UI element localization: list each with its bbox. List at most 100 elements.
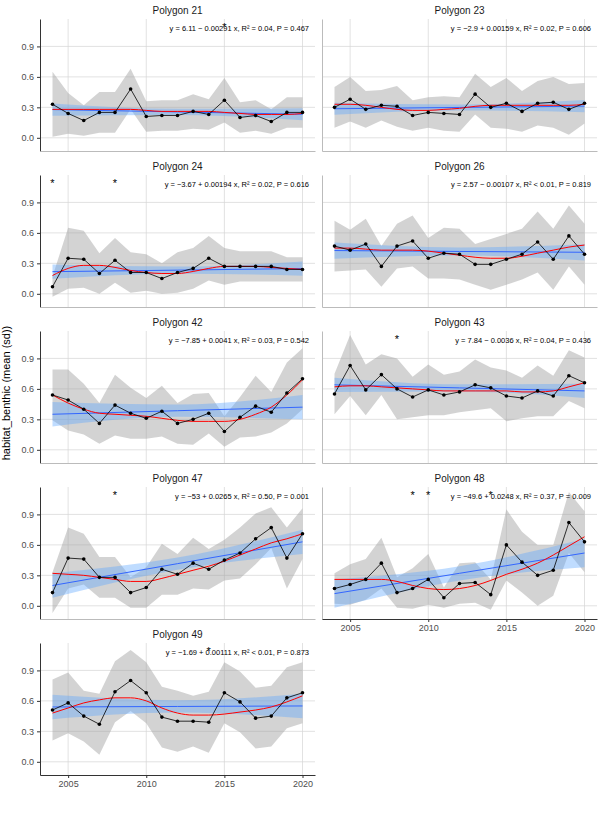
annotation: * (410, 489, 415, 501)
sd-ribbon (335, 492, 585, 610)
point (66, 556, 70, 560)
point (144, 586, 148, 590)
axis-line (323, 619, 598, 620)
tick-mark (319, 450, 322, 451)
x-axis: 2005201020152020 (41, 775, 316, 789)
fit-line (53, 110, 303, 115)
point (113, 403, 117, 407)
plot-background (322, 175, 597, 307)
y-axis-title: habitat_benthic (mean (sd)) (0, 326, 12, 461)
x-axis (41, 307, 316, 310)
tick (319, 138, 322, 139)
point (473, 383, 477, 387)
equation: y = −49.6 + 0.0248 x, R² = 0.37, P = 0.0… (451, 492, 591, 501)
mean-line (53, 89, 303, 121)
marks (51, 69, 305, 137)
tick: 0.9 (21, 198, 40, 208)
tick-mark (585, 619, 586, 622)
panel: Polygon 482005201020152020y = −49.6 + 0.… (319, 473, 598, 633)
grid-line (40, 358, 315, 359)
point (426, 578, 430, 582)
point (395, 387, 399, 391)
point (113, 690, 117, 694)
point (51, 102, 55, 106)
point (207, 567, 211, 571)
x-axis (323, 151, 598, 154)
tick-mark (224, 775, 225, 778)
sd-ribbon (335, 205, 585, 289)
tick-mark (319, 575, 322, 576)
point (144, 417, 148, 421)
plot-background (40, 175, 315, 307)
tick: 2020 (293, 775, 313, 789)
plot-background (322, 19, 597, 151)
tick-mark (37, 762, 40, 763)
equation: y = 2.57 − 0.00107 x, R² < 0.01, P = 0.8… (451, 180, 591, 189)
tick-mark (303, 151, 304, 154)
tick (319, 77, 322, 78)
tick: 2005 (341, 619, 361, 633)
tick-mark (428, 151, 429, 154)
grid-line (428, 19, 429, 151)
point (364, 578, 368, 582)
point (301, 111, 305, 115)
tick (224, 151, 225, 154)
tick-mark (37, 263, 40, 264)
annotation: * (113, 177, 118, 189)
tick: 0.9 (21, 510, 40, 520)
point (442, 393, 446, 397)
point (348, 248, 352, 252)
tick-label: 2005 (341, 623, 361, 633)
point (333, 392, 337, 396)
point (380, 561, 384, 565)
point (113, 258, 117, 262)
tick: 0.9 (21, 42, 40, 52)
grid (322, 175, 597, 307)
tick-label: 0.3 (21, 727, 34, 737)
tick-label: 0.3 (21, 259, 34, 269)
point (348, 364, 352, 368)
marks (51, 507, 305, 613)
panel: Polygon 420.00.30.60.9y = −7.85 + 0.0041… (21, 317, 315, 466)
sd-ribbon (335, 335, 585, 421)
panel: Polygon 470.00.30.60.9y = −53 + 0.0265 x… (21, 473, 315, 622)
tick-mark (506, 463, 507, 466)
tick-label: 2005 (59, 779, 79, 789)
point (223, 265, 227, 269)
tick-mark (303, 307, 304, 310)
annotation: * (395, 333, 400, 345)
annotation: * (113, 489, 118, 501)
tick-label: 0.9 (21, 510, 34, 520)
panel: Polygon 210.00.30.60.9y = 6.11 − 0.00291… (21, 5, 315, 154)
tick-label: 0.9 (21, 354, 34, 364)
tick: 0.0 (21, 757, 40, 767)
tick: 0.0 (21, 289, 40, 299)
x-axis (41, 151, 316, 154)
tick-mark (146, 463, 147, 466)
tick-label: 2020 (575, 623, 595, 633)
tick: 2015 (215, 775, 235, 789)
panel-title: Polygon 43 (434, 317, 484, 328)
axis-line (40, 332, 41, 464)
tick-mark (303, 463, 304, 466)
point (160, 114, 164, 118)
point (51, 708, 55, 712)
panel: Polygon 23y = −2.9 + 0.00159 x, R² = 0.0… (319, 5, 598, 154)
grid-line (40, 76, 315, 77)
tick-mark (319, 107, 322, 108)
grid-line (322, 137, 597, 138)
tick-mark (428, 307, 429, 310)
mean-line (335, 236, 585, 266)
mean-line (335, 94, 585, 115)
tick-mark (350, 619, 351, 622)
marks (51, 228, 305, 297)
point (223, 691, 227, 695)
tick-mark (350, 151, 351, 154)
tick (350, 463, 351, 466)
axis-line (40, 20, 41, 152)
panel-title: Polygon 47 (152, 473, 202, 484)
panel-title: Polygon 42 (152, 317, 202, 328)
point (411, 239, 415, 243)
grid-line (322, 76, 597, 77)
x-axis (323, 307, 598, 310)
